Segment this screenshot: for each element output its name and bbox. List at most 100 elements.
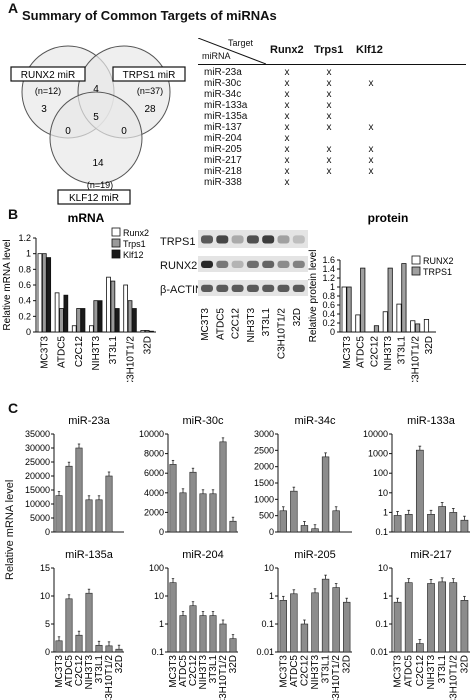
blot-band bbox=[277, 284, 290, 292]
y-tick-label: 1.6 bbox=[322, 255, 335, 265]
x-tick-label: ATDC5 bbox=[57, 336, 68, 368]
bar bbox=[54, 292, 60, 333]
venn-count-klf12: (n=19) bbox=[87, 180, 113, 190]
bar bbox=[63, 294, 69, 333]
y-tick-label: 0.1 bbox=[375, 619, 388, 629]
table-row: miR-133a x x bbox=[198, 100, 392, 111]
blot-band bbox=[246, 284, 259, 292]
bar bbox=[410, 320, 416, 333]
y-tick-label: 8000 bbox=[144, 449, 164, 459]
legend-swatch bbox=[411, 266, 421, 276]
table-cell-mirna: miR-30c bbox=[204, 78, 242, 89]
y-tick-label: 35000 bbox=[25, 429, 50, 439]
y-axis-label: Relative mRNA level bbox=[2, 239, 13, 330]
blot-band bbox=[277, 235, 290, 244]
table-cell-hit bbox=[350, 133, 392, 144]
bar bbox=[199, 615, 207, 653]
chart-title: miR-135a bbox=[65, 549, 114, 561]
y-tick-label: 1.2 bbox=[322, 273, 335, 283]
mini-chart: miR-135a 0 5 10 15 MC3T3 ATDC5 C2C12 NIH3T3 3T3L1… bbox=[40, 549, 125, 700]
bar bbox=[423, 319, 430, 333]
bar bbox=[59, 308, 64, 333]
y-tick-label: 0.01 bbox=[256, 647, 274, 657]
blot-lane-label: 3T3L1 bbox=[261, 308, 272, 336]
venn-label-klf12: KLF12 miR bbox=[69, 193, 119, 204]
bar bbox=[97, 300, 103, 333]
y-tick-label: 5 bbox=[45, 619, 50, 629]
bar bbox=[290, 490, 298, 533]
legend-label: Klf12 bbox=[123, 250, 144, 260]
x-tick-label: C2C12 bbox=[415, 655, 426, 687]
bar bbox=[393, 601, 402, 653]
x-tick-label: 32D bbox=[228, 655, 239, 673]
bar bbox=[290, 593, 298, 653]
x-tick-label: C2C12 bbox=[299, 655, 310, 687]
blot-band bbox=[246, 235, 259, 244]
bar bbox=[115, 648, 123, 653]
table-header-mirna: miRNA bbox=[202, 51, 231, 61]
y-tick-label: 1500 bbox=[254, 478, 274, 488]
legend-label: TRPS1 bbox=[423, 267, 452, 277]
bar bbox=[105, 645, 113, 653]
y-tick-label: 3000 bbox=[254, 429, 274, 439]
table-cell-hit: x bbox=[368, 122, 374, 133]
x-tick-label: C3H10T1/2 bbox=[125, 336, 136, 382]
bar bbox=[311, 528, 319, 533]
bar bbox=[209, 493, 217, 533]
y-tick-label: 10 bbox=[378, 488, 388, 498]
y-tick-label: 0 bbox=[26, 327, 31, 337]
bar bbox=[373, 325, 380, 333]
y-tick-label: 0.6 bbox=[322, 300, 335, 310]
table-cell-hit bbox=[350, 100, 392, 111]
bar bbox=[114, 308, 120, 333]
blot-band bbox=[231, 235, 244, 244]
mini-chart: miR-204 0.1 1 10 100 MC3T3 ATDC5 C2C12 NIH3T3 3T3… bbox=[149, 549, 239, 700]
y-tick-label: 0.2 bbox=[322, 318, 335, 328]
bar bbox=[127, 300, 133, 333]
bar bbox=[415, 449, 424, 533]
table-cell-mirna: miR-205 bbox=[204, 144, 242, 155]
legend-swatch bbox=[111, 227, 121, 237]
legend-swatch bbox=[111, 238, 121, 248]
bar bbox=[396, 303, 402, 333]
x-tick-label: ATDC5 bbox=[289, 655, 300, 687]
venn-region-runx2-only: 3 bbox=[41, 104, 47, 115]
venn-region-runx2-trps1: 4 bbox=[93, 84, 99, 95]
y-tick-label: 1 bbox=[383, 507, 388, 517]
y-tick-label: 10 bbox=[40, 591, 50, 601]
table-cell-mirna: miR-218 bbox=[204, 166, 242, 177]
table-cell-hit: x bbox=[284, 144, 290, 155]
blot-band bbox=[216, 235, 229, 244]
blot-lane-label: C3H10T1/2 bbox=[277, 308, 288, 359]
blot-band bbox=[262, 284, 275, 292]
bar bbox=[300, 623, 309, 653]
x-tick-label: NIH3T3 bbox=[426, 655, 437, 690]
table-cell-hit: x bbox=[284, 111, 290, 122]
bar bbox=[415, 643, 424, 653]
table-cell-hit: x bbox=[368, 78, 374, 89]
y-tick-label: 1 bbox=[159, 619, 164, 629]
y-tick-label: 1 bbox=[330, 282, 335, 292]
x-tick-label: MC3T3 bbox=[278, 655, 289, 688]
y-tick-label: 100 bbox=[373, 468, 388, 478]
y-tick-label: 2000 bbox=[254, 462, 274, 472]
bar bbox=[279, 510, 287, 533]
bar bbox=[65, 465, 73, 533]
bar bbox=[169, 582, 177, 653]
bar bbox=[229, 638, 237, 653]
bar bbox=[219, 441, 227, 533]
table-cell-mirna: miR-133a bbox=[204, 100, 248, 111]
y-tick-label: 10000 bbox=[139, 429, 164, 439]
y-tick-label: 10000 bbox=[25, 499, 50, 509]
table-cell-mirna: miR-137 bbox=[204, 122, 242, 133]
venn-count-trps1: (n=37) bbox=[137, 86, 163, 96]
legend-label: Runx2 bbox=[123, 228, 149, 238]
blot-band bbox=[216, 284, 229, 292]
x-tick-label: NIH3T3 bbox=[198, 655, 209, 690]
bar bbox=[85, 592, 93, 653]
table-cell-mirna: miR-23a bbox=[204, 67, 242, 78]
mini-chart: miR-30c 0 2000 4000 6000 8000 10000 bbox=[139, 415, 238, 537]
venn-label-trps1: TRPS1 miR bbox=[123, 70, 176, 81]
x-tick-label: C2C12 bbox=[74, 655, 85, 687]
chart-title: miR-30c bbox=[183, 415, 224, 427]
